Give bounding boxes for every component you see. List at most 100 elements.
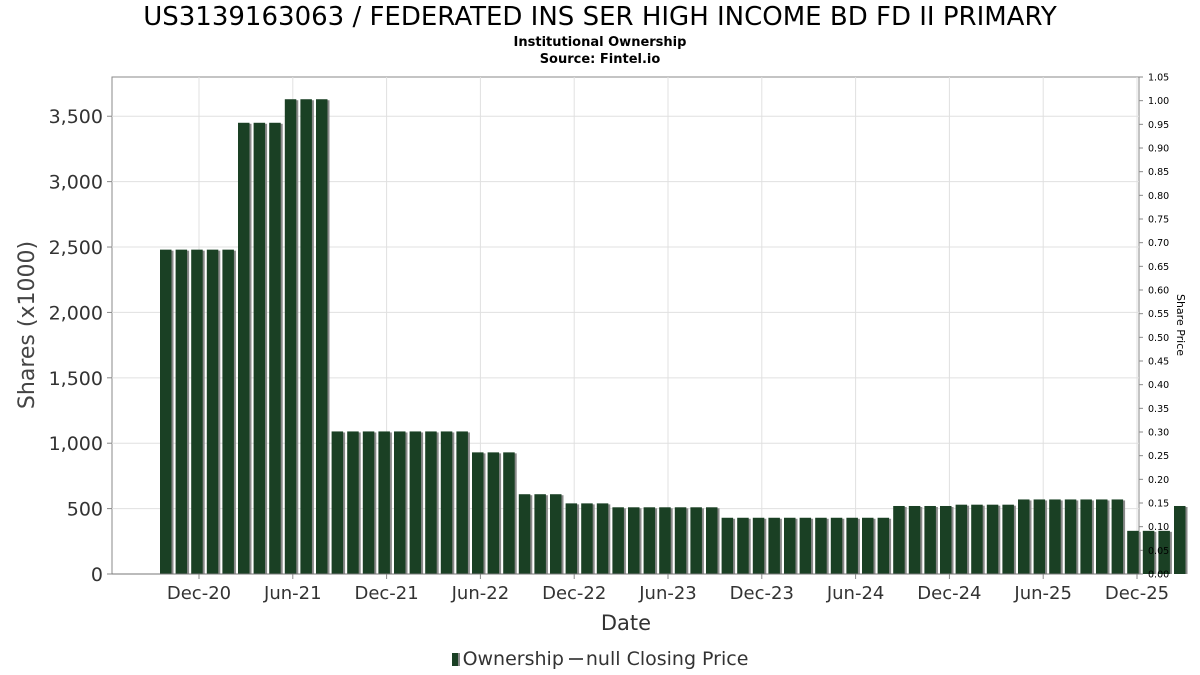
y2-tick-label: 0.20: [1148, 475, 1169, 486]
ownership-bar: [175, 249, 188, 575]
y2-tick-label: 1.05: [1148, 73, 1169, 84]
ownership-bar: [940, 505, 952, 574]
y-axis-right: 0.00 0.05 0.10 0.15 0.20 0.25 0.30 0.35 0.40 0.45…: [1139, 73, 1169, 581]
ownership-bar: [628, 507, 640, 574]
ownership-bar: [316, 99, 328, 575]
ownership-bar: [1096, 499, 1108, 574]
ownership-bar: [222, 249, 234, 575]
ownership-bar: [331, 431, 344, 574]
y2-tick-label: 0.15: [1148, 499, 1169, 510]
ownership-bar: [846, 517, 858, 574]
y2-tick-label: 0.00: [1148, 570, 1169, 581]
ownership-bar: [238, 122, 250, 575]
x-tick-label: Jun-25: [1013, 583, 1072, 604]
y2-tick-label: 0.75: [1148, 215, 1169, 226]
ownership-bar: [830, 517, 843, 574]
x-tick-label: Dec-23: [730, 583, 794, 604]
ownership-bar: [518, 494, 531, 574]
ownership-bar: [1158, 530, 1170, 574]
y-tick-label: 3,500: [49, 106, 103, 128]
ownership-bar: [784, 517, 796, 574]
ownership-bar: [456, 431, 468, 574]
ownership-bar: [300, 99, 312, 575]
y-tick-label: 2,500: [49, 237, 103, 259]
ownership-bar: [1127, 530, 1139, 574]
ownership-bar: [440, 431, 453, 574]
y2-tick-label: 0.90: [1148, 144, 1169, 155]
ownership-bar: [690, 507, 702, 574]
ownership-bar: [659, 507, 671, 574]
ownership-bar: [472, 452, 484, 574]
ownership-bar: [674, 507, 687, 574]
legend: Ownership null Closing Price: [0, 648, 1200, 670]
legend-ownership: Ownership: [462, 648, 564, 670]
y2-tick-label: 0.50: [1148, 333, 1169, 344]
ownership-swatch-icon: [451, 653, 460, 666]
y2-tick-label: 0.95: [1148, 120, 1169, 131]
y-tick-label: 500: [67, 499, 103, 521]
y-tick-label: 2,000: [49, 302, 103, 324]
ownership-bar: [862, 517, 874, 574]
x-tick-label: Jun-23: [638, 583, 697, 604]
ownership-bar: [596, 503, 609, 574]
y2-tick-label: 0.30: [1148, 428, 1169, 439]
y2-tick-label: 0.55: [1148, 309, 1169, 320]
x-tick-label: Dec-22: [542, 583, 606, 604]
ownership-bar: [206, 249, 219, 575]
x-axis: Dec-20 Jun-21 Dec-21 Jun-22 Dec-22 Jun-23 Dec-…: [112, 573, 1169, 604]
ownership-bar: [893, 505, 905, 574]
ownership-bar: [924, 505, 936, 574]
chart-title: US3139163063 / FEDERATED INS SER HIGH IN…: [143, 2, 1057, 32]
ownership-bar: [347, 431, 359, 574]
y2-tick-label: 1.00: [1148, 96, 1169, 107]
ownership-bar: [378, 431, 390, 574]
ownership-bar: [565, 503, 578, 574]
y-tick-label: 3,000: [49, 172, 103, 194]
ownership-bar: [1111, 499, 1124, 574]
y2-tick-label: 0.65: [1148, 262, 1169, 273]
y-tick-label: 1,500: [49, 368, 103, 390]
chart-source: Source: Fintel.io: [539, 52, 661, 67]
y2-axis-label: Share Price: [1174, 294, 1187, 356]
x-tick-label: Dec-21: [354, 583, 418, 604]
x-tick-label: Jun-21: [263, 583, 322, 604]
ownership-bar: [487, 452, 500, 574]
y-tick-label: 0: [91, 564, 103, 586]
ownership-bar: [752, 517, 765, 574]
x-tick-label: Dec-25: [1105, 583, 1169, 604]
ownership-bar: [534, 494, 546, 574]
ownership-bar: [581, 503, 593, 574]
y2-tick-label: 0.60: [1148, 286, 1169, 297]
ownership-bar: [425, 431, 437, 574]
ownership-bar: [955, 504, 968, 574]
ownership-bar: [160, 249, 172, 575]
y2-tick-label: 0.85: [1148, 167, 1169, 178]
y2-tick-label: 0.40: [1148, 380, 1169, 391]
ownership-bar: [503, 452, 515, 574]
x-tick-label: Jun-24: [826, 583, 885, 604]
y2-tick-label: 0.35: [1148, 404, 1169, 415]
ownership-bar: [737, 517, 749, 574]
ownership-bar: [550, 494, 562, 574]
legend-closing-price: null Closing Price: [585, 648, 749, 670]
ownership-bar: [908, 505, 921, 574]
ownership-bar: [394, 431, 406, 574]
y2-tick-label: 0.05: [1148, 546, 1169, 557]
ownership-bar: [815, 517, 827, 574]
ownership-bar: [1018, 499, 1030, 574]
y2-tick-label: 0.45: [1148, 357, 1169, 368]
x-tick-label: Jun-22: [451, 583, 510, 604]
ownership-bar: [362, 431, 375, 574]
ownership-bar: [799, 517, 812, 574]
y-axis-label: Shares (x1000): [15, 241, 40, 409]
plot-area: [111, 76, 1140, 575]
x-tick-label: Dec-24: [917, 583, 981, 604]
ownership-bar: [1049, 499, 1061, 574]
ownership-bar: [721, 517, 734, 574]
ownership-bar: [253, 122, 266, 575]
y2-tick-label: 0.25: [1148, 451, 1169, 462]
y2-tick-label: 0.70: [1148, 238, 1169, 249]
ownership-bar: [706, 507, 718, 574]
x-axis-label: Date: [601, 611, 651, 635]
